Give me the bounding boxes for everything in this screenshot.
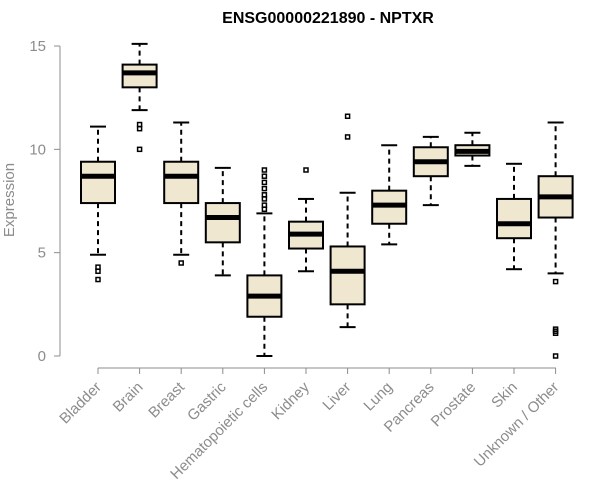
box-liver: [329, 113, 366, 329]
box-bladder: [80, 125, 116, 283]
x-tick-label: Bladder: [56, 379, 105, 428]
x-axis-ticks: [97, 368, 557, 374]
box-brain: [121, 42, 158, 153]
y-tick-label: 10: [29, 141, 46, 158]
chart-title: ENSG00000221890 - NPTXR: [222, 10, 434, 27]
iqr-box: [329, 245, 366, 306]
box-breast: [163, 121, 200, 266]
x-tick-label: Breast: [145, 378, 188, 421]
outlier-point: [303, 167, 309, 173]
outlier-point: [261, 179, 268, 186]
outlier-point: [344, 113, 351, 120]
x-tick-label: Liver: [319, 379, 354, 414]
y-tick-label: 5: [38, 245, 46, 262]
outlier-point: [552, 330, 559, 337]
y-axis-label: Expression: [1, 163, 18, 237]
iqr-box: [204, 202, 241, 244]
x-tick-label: Kidney: [268, 378, 313, 423]
outlier-point: [261, 185, 268, 192]
x-tick-label: Brain: [110, 379, 147, 416]
outlier-point: [552, 278, 559, 285]
outlier-point: [136, 146, 143, 153]
box-skin: [496, 162, 532, 271]
outlier-point: [261, 167, 268, 173]
outlier-point: [136, 125, 143, 132]
x-tick-label: Prostate: [428, 379, 480, 431]
outlier-point: [95, 268, 101, 275]
x-tick-label: Lung: [360, 379, 396, 415]
outlier-point: [261, 196, 268, 202]
iqr-box: [496, 197, 532, 240]
box-lung: [371, 144, 408, 246]
outlier-point: [178, 260, 184, 266]
box-unknown-other: [537, 121, 574, 359]
iqr-box: [80, 160, 116, 205]
box-prostate: [454, 131, 491, 167]
y-axis-ticks: 0 5 10 15: [29, 38, 60, 365]
box-pancreas: [412, 135, 449, 207]
iqr-box: [121, 63, 158, 89]
y-tick-label: 15: [29, 38, 46, 55]
outlier-point: [95, 276, 101, 283]
outlier-point: [261, 206, 268, 213]
x-tick-label: Skin: [488, 379, 521, 412]
box-hematopoietic-cells: [246, 167, 283, 357]
outlier-point: [261, 173, 268, 179]
box-gastric: [204, 166, 241, 277]
outlier-point: [344, 134, 351, 140]
box-kidney: [288, 167, 324, 273]
outlier-point: [552, 353, 559, 359]
boxes-group: [80, 42, 574, 359]
iqr-box: [163, 160, 200, 205]
y-tick-label: 0: [38, 348, 46, 365]
